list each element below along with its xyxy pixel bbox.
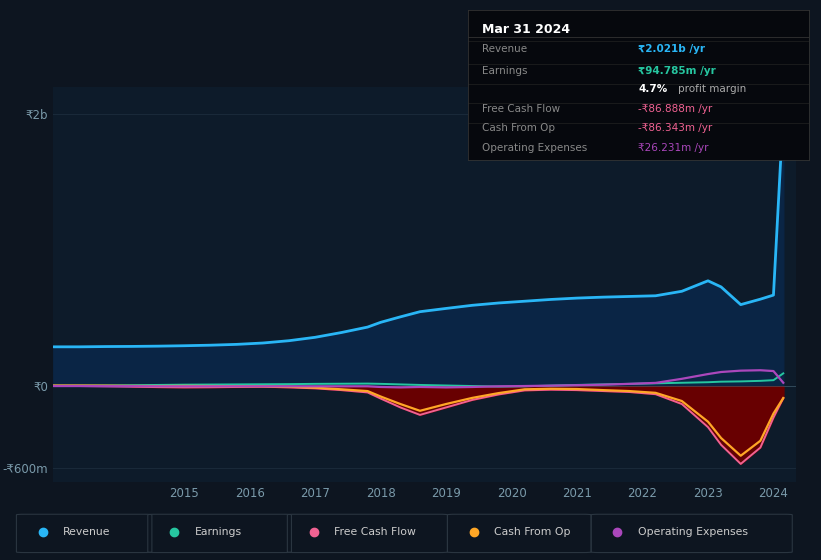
Text: ₹2.021b /yr: ₹2.021b /yr	[639, 44, 705, 54]
Text: Earnings: Earnings	[482, 66, 527, 76]
Text: Free Cash Flow: Free Cash Flow	[482, 104, 560, 114]
Text: ₹26.231m /yr: ₹26.231m /yr	[639, 143, 709, 152]
Text: 4.7%: 4.7%	[639, 84, 667, 94]
Text: profit margin: profit margin	[677, 84, 745, 94]
Text: ₹94.785m /yr: ₹94.785m /yr	[639, 66, 716, 76]
Text: Revenue: Revenue	[482, 44, 527, 54]
Text: Earnings: Earnings	[195, 528, 241, 538]
Text: Free Cash Flow: Free Cash Flow	[334, 528, 416, 538]
Text: Cash From Op: Cash From Op	[482, 123, 555, 133]
Text: Operating Expenses: Operating Expenses	[482, 143, 587, 152]
Text: Operating Expenses: Operating Expenses	[638, 528, 748, 538]
Text: -₹86.888m /yr: -₹86.888m /yr	[639, 104, 713, 114]
Text: -₹86.343m /yr: -₹86.343m /yr	[639, 123, 713, 133]
Text: Revenue: Revenue	[63, 528, 111, 538]
Text: Cash From Op: Cash From Op	[494, 528, 571, 538]
Text: Mar 31 2024: Mar 31 2024	[482, 23, 570, 36]
